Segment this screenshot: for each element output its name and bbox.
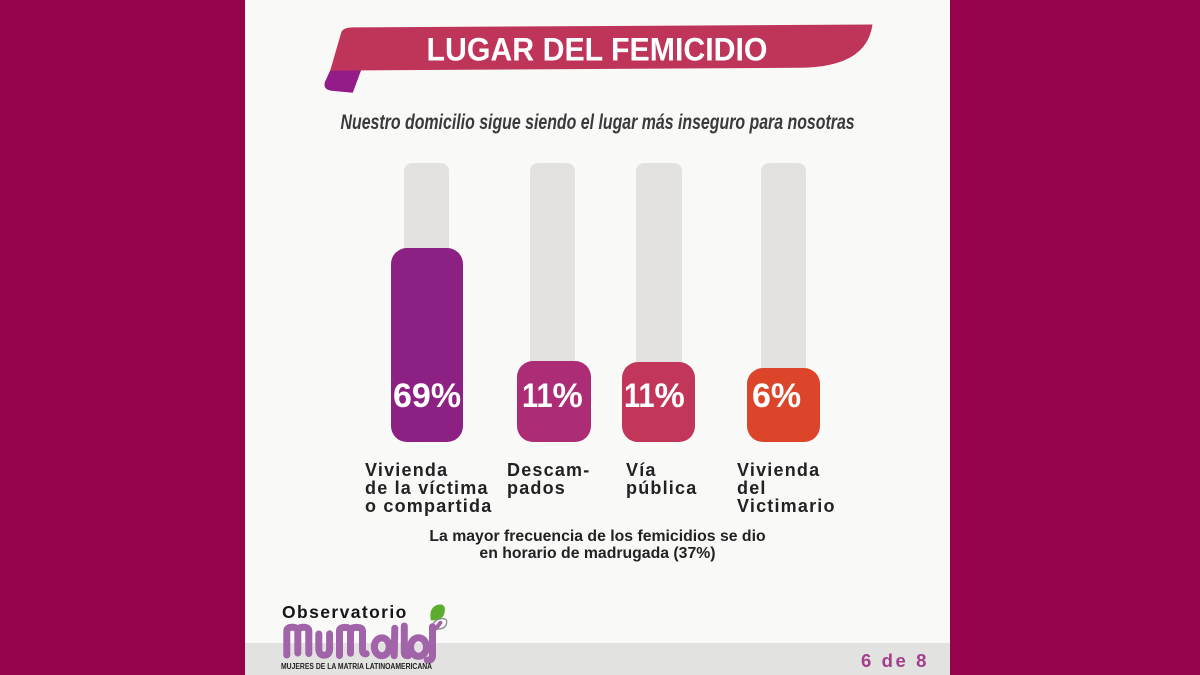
svg-text:LUGAR DEL FEMICIDIO: LUGAR DEL FEMICIDIO [427,31,768,67]
